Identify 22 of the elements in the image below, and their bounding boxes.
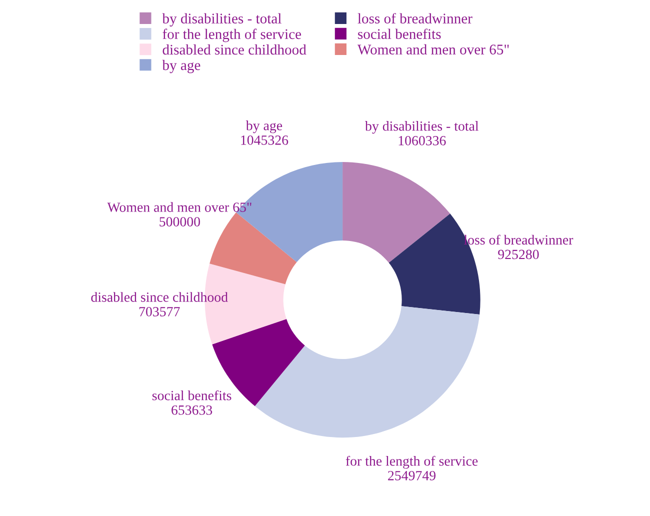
legend-label: for the length of service (162, 28, 302, 42)
slice-label: disabled since childhood (91, 292, 228, 302)
data-label: 653633 (172, 405, 212, 415)
legend-label: by age (162, 60, 200, 74)
legend-label: loss of breadwinner (358, 13, 472, 24)
donut-slice (342, 162, 450, 263)
donut-slice (254, 306, 480, 438)
data-label: 1045326 (241, 135, 288, 145)
legend-label: social benefits (358, 28, 441, 39)
legend-label: by disabilities - total (162, 13, 282, 26)
legend-label: Women and men over 65" (357, 44, 509, 55)
slice-label: for the length of service (346, 456, 478, 469)
slice-label: by age (246, 120, 282, 134)
data-label: 2549749 (388, 470, 436, 480)
data-label: 500000 (160, 217, 200, 226)
data-label: 1060336 (398, 136, 446, 146)
slice-label: social benefits (152, 390, 232, 400)
legend-label: disabled since childhood (162, 44, 306, 55)
data-label: 925280 (498, 250, 539, 260)
donut-slice (210, 212, 297, 284)
slice-label: by disabilities - total (365, 121, 479, 134)
data-label: 703577 (139, 306, 180, 316)
